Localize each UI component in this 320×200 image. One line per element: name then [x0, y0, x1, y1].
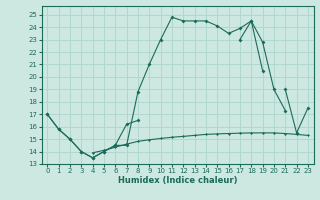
X-axis label: Humidex (Indice chaleur): Humidex (Indice chaleur)	[118, 176, 237, 185]
